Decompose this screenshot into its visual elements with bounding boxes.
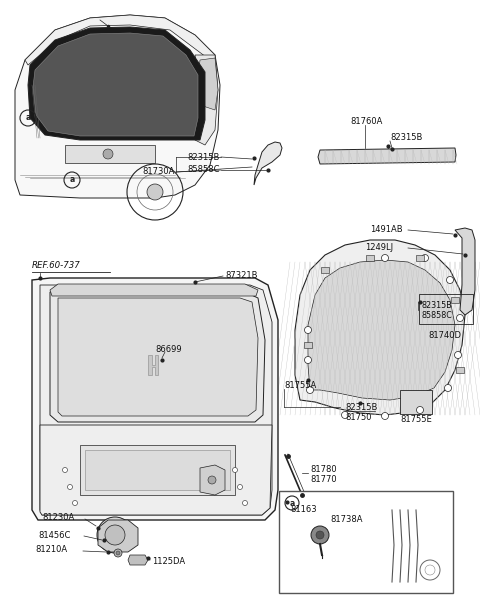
Text: 1249LJ: 1249LJ bbox=[365, 244, 393, 253]
Polygon shape bbox=[195, 55, 218, 145]
Circle shape bbox=[304, 326, 312, 334]
Text: 81730A: 81730A bbox=[143, 168, 175, 177]
Polygon shape bbox=[318, 148, 456, 164]
Bar bbox=[416, 255, 424, 261]
Text: 1491AB: 1491AB bbox=[370, 225, 403, 234]
Bar bbox=[85, 450, 230, 490]
Bar bbox=[456, 367, 464, 373]
Text: 81740D: 81740D bbox=[428, 331, 461, 340]
Bar bbox=[366, 255, 374, 261]
Circle shape bbox=[97, 517, 133, 553]
Text: 81750: 81750 bbox=[345, 413, 372, 422]
Polygon shape bbox=[15, 15, 220, 198]
Bar bbox=[304, 342, 312, 348]
Circle shape bbox=[238, 485, 242, 489]
Circle shape bbox=[116, 551, 120, 555]
Text: 82315B: 82315B bbox=[188, 153, 220, 162]
Text: 82315B: 82315B bbox=[422, 301, 453, 310]
Circle shape bbox=[307, 386, 313, 394]
Bar bbox=[65, 145, 155, 163]
Polygon shape bbox=[198, 58, 218, 110]
Polygon shape bbox=[148, 355, 158, 375]
Text: 81755A: 81755A bbox=[284, 380, 316, 389]
Text: 85858C: 85858C bbox=[188, 165, 220, 174]
Text: 86699: 86699 bbox=[155, 346, 181, 355]
Bar bbox=[400, 390, 432, 414]
Circle shape bbox=[72, 501, 77, 506]
Polygon shape bbox=[254, 142, 282, 185]
Text: 81780: 81780 bbox=[310, 465, 336, 474]
Circle shape bbox=[417, 407, 423, 413]
Bar bbox=[80, 445, 235, 495]
Polygon shape bbox=[33, 33, 198, 136]
Text: 81210A: 81210A bbox=[35, 546, 67, 555]
Polygon shape bbox=[200, 465, 225, 495]
Text: a: a bbox=[289, 498, 295, 507]
Circle shape bbox=[456, 314, 464, 322]
Circle shape bbox=[114, 549, 122, 557]
Circle shape bbox=[232, 467, 238, 473]
Text: 81456C: 81456C bbox=[38, 531, 71, 540]
Circle shape bbox=[382, 255, 388, 262]
Text: 85858C: 85858C bbox=[422, 310, 453, 319]
Text: a: a bbox=[25, 113, 31, 123]
Circle shape bbox=[382, 413, 388, 419]
Polygon shape bbox=[28, 27, 205, 140]
Text: 82315B: 82315B bbox=[390, 134, 422, 143]
Circle shape bbox=[341, 412, 348, 419]
Polygon shape bbox=[40, 285, 272, 515]
Circle shape bbox=[147, 184, 163, 200]
Text: a: a bbox=[70, 176, 74, 184]
Circle shape bbox=[103, 149, 113, 159]
Polygon shape bbox=[58, 298, 258, 416]
Polygon shape bbox=[25, 15, 215, 65]
Text: REF.60-737: REF.60-737 bbox=[32, 261, 81, 270]
Circle shape bbox=[446, 277, 454, 283]
Text: 81760A: 81760A bbox=[350, 117, 383, 126]
Circle shape bbox=[311, 526, 329, 544]
Bar bbox=[321, 267, 329, 273]
Circle shape bbox=[421, 255, 429, 262]
Circle shape bbox=[316, 531, 324, 539]
Bar bbox=[451, 297, 459, 303]
Text: 82315B: 82315B bbox=[345, 403, 377, 412]
Text: 1125DA: 1125DA bbox=[152, 558, 185, 567]
Polygon shape bbox=[128, 555, 148, 565]
Circle shape bbox=[304, 356, 312, 364]
Circle shape bbox=[62, 467, 68, 473]
Circle shape bbox=[105, 525, 125, 545]
Circle shape bbox=[444, 385, 452, 392]
Polygon shape bbox=[32, 278, 278, 520]
Polygon shape bbox=[98, 520, 138, 552]
Polygon shape bbox=[455, 228, 475, 315]
Polygon shape bbox=[50, 284, 258, 296]
Polygon shape bbox=[308, 260, 455, 400]
Text: 87321B: 87321B bbox=[225, 271, 257, 280]
Polygon shape bbox=[40, 425, 272, 515]
Text: 81163: 81163 bbox=[290, 506, 317, 515]
Circle shape bbox=[208, 476, 216, 484]
Circle shape bbox=[242, 501, 248, 506]
Circle shape bbox=[68, 485, 72, 489]
FancyBboxPatch shape bbox=[279, 491, 453, 593]
Polygon shape bbox=[50, 292, 265, 422]
Polygon shape bbox=[295, 240, 465, 415]
Text: 81755E: 81755E bbox=[400, 416, 432, 425]
Text: 81230A: 81230A bbox=[42, 513, 74, 522]
Circle shape bbox=[455, 352, 461, 358]
Text: 81738A: 81738A bbox=[330, 516, 362, 525]
Text: 81770: 81770 bbox=[310, 476, 336, 485]
